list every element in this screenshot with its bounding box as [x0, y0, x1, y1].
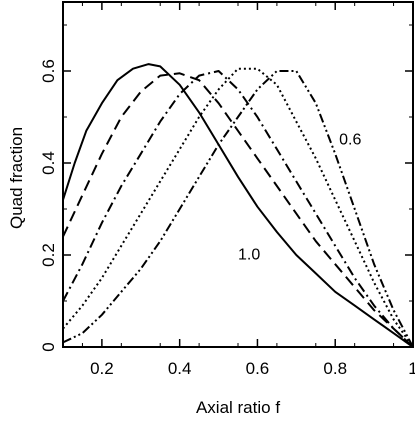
x-tick-label: 1 — [408, 359, 415, 378]
annotation-layer: 0.6 1.0 — [238, 132, 361, 264]
x-tick-label: 0.4 — [168, 359, 192, 378]
curve-annotation: 0.6 — [339, 132, 361, 149]
y-tick-label: 0 — [39, 342, 58, 351]
series-layer — [62, 63, 414, 348]
series-line-dash-dot-dot — [62, 70, 414, 348]
y-tick-label: 0.2 — [39, 243, 58, 267]
ticks-layer: 0.2 0.4 0.6 0.8 1 0 0.2 0.4 0.6 — [39, 2, 415, 378]
series-line-dash-dot — [62, 70, 414, 348]
y-axis-label: Quad fraction — [7, 127, 26, 229]
series-line-solid — [62, 63, 414, 348]
x-axis-label: Axial ratio f — [196, 398, 280, 417]
series-line-dotted — [62, 67, 414, 348]
x-tick-label: 0.2 — [90, 359, 114, 378]
series-line-dashed — [62, 72, 414, 348]
x-tick-label: 0.8 — [323, 359, 347, 378]
y-tick-label: 0.6 — [39, 59, 58, 83]
y-tick-label: 0.4 — [39, 151, 58, 175]
curve-annotation: 1.0 — [238, 247, 260, 264]
x-tick-label: 0.6 — [246, 359, 270, 378]
